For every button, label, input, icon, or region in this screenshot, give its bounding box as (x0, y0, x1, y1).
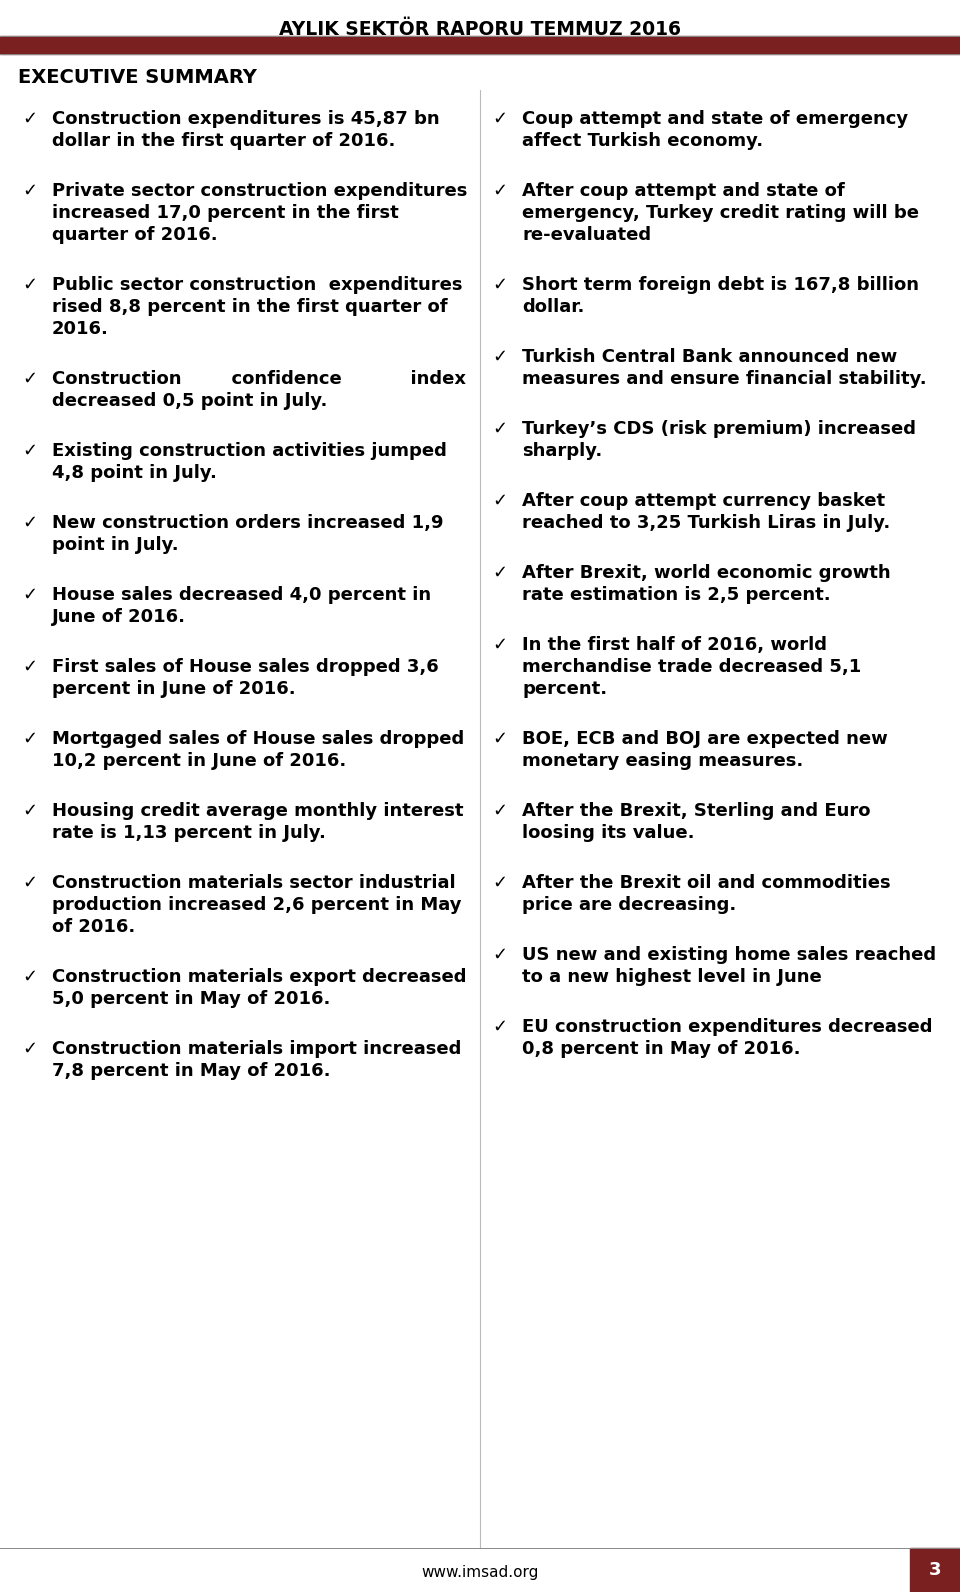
Bar (0, 37, 960, 54)
Text: ✓: ✓ (22, 1040, 37, 1059)
Text: EU construction expenditures decreased: EU construction expenditures decreased (522, 1017, 932, 1036)
Text: US new and existing home sales reached: US new and existing home sales reached (522, 946, 936, 965)
Bar (910, 1547, 960, 1592)
Text: measures and ensure financial stability.: measures and ensure financial stability. (522, 369, 926, 388)
Text: percent in June of 2016.: percent in June of 2016. (52, 680, 296, 697)
Text: dollar.: dollar. (522, 298, 585, 315)
Text: to a new highest level in June: to a new highest level in June (522, 968, 822, 985)
Text: rate is 1,13 percent in July.: rate is 1,13 percent in July. (52, 825, 325, 842)
Text: loosing its value.: loosing its value. (522, 825, 694, 842)
Text: Housing credit average monthly interest: Housing credit average monthly interest (52, 802, 464, 820)
Text: ✓: ✓ (492, 181, 507, 201)
Text: Construction        confidence           index: Construction confidence index (52, 369, 466, 388)
Text: After Brexit, world economic growth: After Brexit, world economic growth (522, 564, 891, 583)
Text: affect Turkish economy.: affect Turkish economy. (522, 132, 763, 150)
Text: ✓: ✓ (492, 275, 507, 295)
Text: Construction materials export decreased: Construction materials export decreased (52, 968, 467, 985)
Text: ✓: ✓ (22, 731, 37, 748)
Text: AYLIK SEKTÖR RAPORU TEMMUZ 2016: AYLIK SEKTÖR RAPORU TEMMUZ 2016 (279, 21, 681, 38)
Text: 2016.: 2016. (52, 320, 108, 338)
Text: ✓: ✓ (22, 514, 37, 532)
Text: www.imsad.org: www.imsad.org (421, 1565, 539, 1579)
Text: sharply.: sharply. (522, 443, 602, 460)
Text: After coup attempt and state of: After coup attempt and state of (522, 181, 845, 201)
Text: ✓: ✓ (22, 369, 37, 388)
Text: 5,0 percent in May of 2016.: 5,0 percent in May of 2016. (52, 990, 330, 1008)
Text: rate estimation is 2,5 percent.: rate estimation is 2,5 percent. (522, 586, 830, 603)
Text: After the Brexit, Sterling and Euro: After the Brexit, Sterling and Euro (522, 802, 871, 820)
Text: First sales of House sales dropped 3,6: First sales of House sales dropped 3,6 (52, 657, 439, 677)
Text: quarter of 2016.: quarter of 2016. (52, 226, 218, 244)
Text: June of 2016.: June of 2016. (52, 608, 186, 626)
Text: emergency, Turkey credit rating will be: emergency, Turkey credit rating will be (522, 204, 919, 221)
Text: of 2016.: of 2016. (52, 919, 135, 936)
Text: production increased 2,6 percent in May: production increased 2,6 percent in May (52, 896, 462, 914)
Text: ✓: ✓ (22, 586, 37, 603)
Text: Turkey’s CDS (risk premium) increased: Turkey’s CDS (risk premium) increased (522, 420, 916, 438)
Text: re-evaluated: re-evaluated (522, 226, 651, 244)
Text: ✓: ✓ (22, 968, 37, 985)
Text: 4,8 point in July.: 4,8 point in July. (52, 463, 217, 482)
Text: merchandise trade decreased 5,1: merchandise trade decreased 5,1 (522, 657, 861, 677)
Text: Mortgaged sales of House sales dropped: Mortgaged sales of House sales dropped (52, 731, 465, 748)
Text: ✓: ✓ (22, 802, 37, 820)
Text: ✓: ✓ (492, 635, 507, 654)
Text: House sales decreased 4,0 percent in: House sales decreased 4,0 percent in (52, 586, 431, 603)
Text: After the Brexit oil and commodities: After the Brexit oil and commodities (522, 874, 891, 892)
Text: Turkish Central Bank announced new: Turkish Central Bank announced new (522, 349, 898, 366)
Text: EXECUTIVE SUMMARY: EXECUTIVE SUMMARY (18, 68, 257, 88)
Text: Existing construction activities jumped: Existing construction activities jumped (52, 443, 446, 460)
Text: Construction materials sector industrial: Construction materials sector industrial (52, 874, 456, 892)
Text: Public sector construction  expenditures: Public sector construction expenditures (52, 275, 463, 295)
Text: ✓: ✓ (22, 181, 37, 201)
Text: ✓: ✓ (492, 946, 507, 965)
Text: percent.: percent. (522, 680, 607, 697)
Text: New construction orders increased 1,9: New construction orders increased 1,9 (52, 514, 444, 532)
Text: reached to 3,25 Turkish Liras in July.: reached to 3,25 Turkish Liras in July. (522, 514, 890, 532)
Text: BOE, ECB and BOJ are expected new: BOE, ECB and BOJ are expected new (522, 731, 888, 748)
Text: ✓: ✓ (22, 657, 37, 677)
Text: Private sector construction expenditures: Private sector construction expenditures (52, 181, 468, 201)
Text: 10,2 percent in June of 2016.: 10,2 percent in June of 2016. (52, 751, 347, 771)
Text: ✓: ✓ (22, 110, 37, 127)
Text: 7,8 percent in May of 2016.: 7,8 percent in May of 2016. (52, 1062, 330, 1079)
Text: ✓: ✓ (492, 802, 507, 820)
Text: 3: 3 (928, 1562, 941, 1579)
Text: Coup attempt and state of emergency: Coup attempt and state of emergency (522, 110, 908, 127)
Text: ✓: ✓ (492, 874, 507, 892)
Text: decreased 0,5 point in July.: decreased 0,5 point in July. (52, 392, 327, 411)
Text: Short term foreign debt is 167,8 billion: Short term foreign debt is 167,8 billion (522, 275, 919, 295)
Text: Construction expenditures is 45,87 bn: Construction expenditures is 45,87 bn (52, 110, 440, 127)
Text: dollar in the first quarter of 2016.: dollar in the first quarter of 2016. (52, 132, 396, 150)
Text: monetary easing measures.: monetary easing measures. (522, 751, 804, 771)
Text: ✓: ✓ (22, 443, 37, 460)
Text: ✓: ✓ (492, 110, 507, 127)
Text: After coup attempt currency basket: After coup attempt currency basket (522, 492, 885, 509)
Text: ✓: ✓ (492, 420, 507, 438)
Text: In the first half of 2016, world: In the first half of 2016, world (522, 635, 827, 654)
Text: ✓: ✓ (492, 349, 507, 366)
Text: rised 8,8 percent in the first quarter of: rised 8,8 percent in the first quarter o… (52, 298, 447, 315)
Text: 0,8 percent in May of 2016.: 0,8 percent in May of 2016. (522, 1040, 801, 1059)
Text: Construction materials import increased: Construction materials import increased (52, 1040, 462, 1059)
Text: ✓: ✓ (22, 275, 37, 295)
Text: ✓: ✓ (492, 492, 507, 509)
Text: ✓: ✓ (492, 564, 507, 583)
Text: ✓: ✓ (492, 1017, 507, 1036)
Text: point in July.: point in July. (52, 537, 179, 554)
Text: ✓: ✓ (22, 874, 37, 892)
Text: ✓: ✓ (492, 731, 507, 748)
Text: price are decreasing.: price are decreasing. (522, 896, 736, 914)
Text: increased 17,0 percent in the first: increased 17,0 percent in the first (52, 204, 398, 221)
